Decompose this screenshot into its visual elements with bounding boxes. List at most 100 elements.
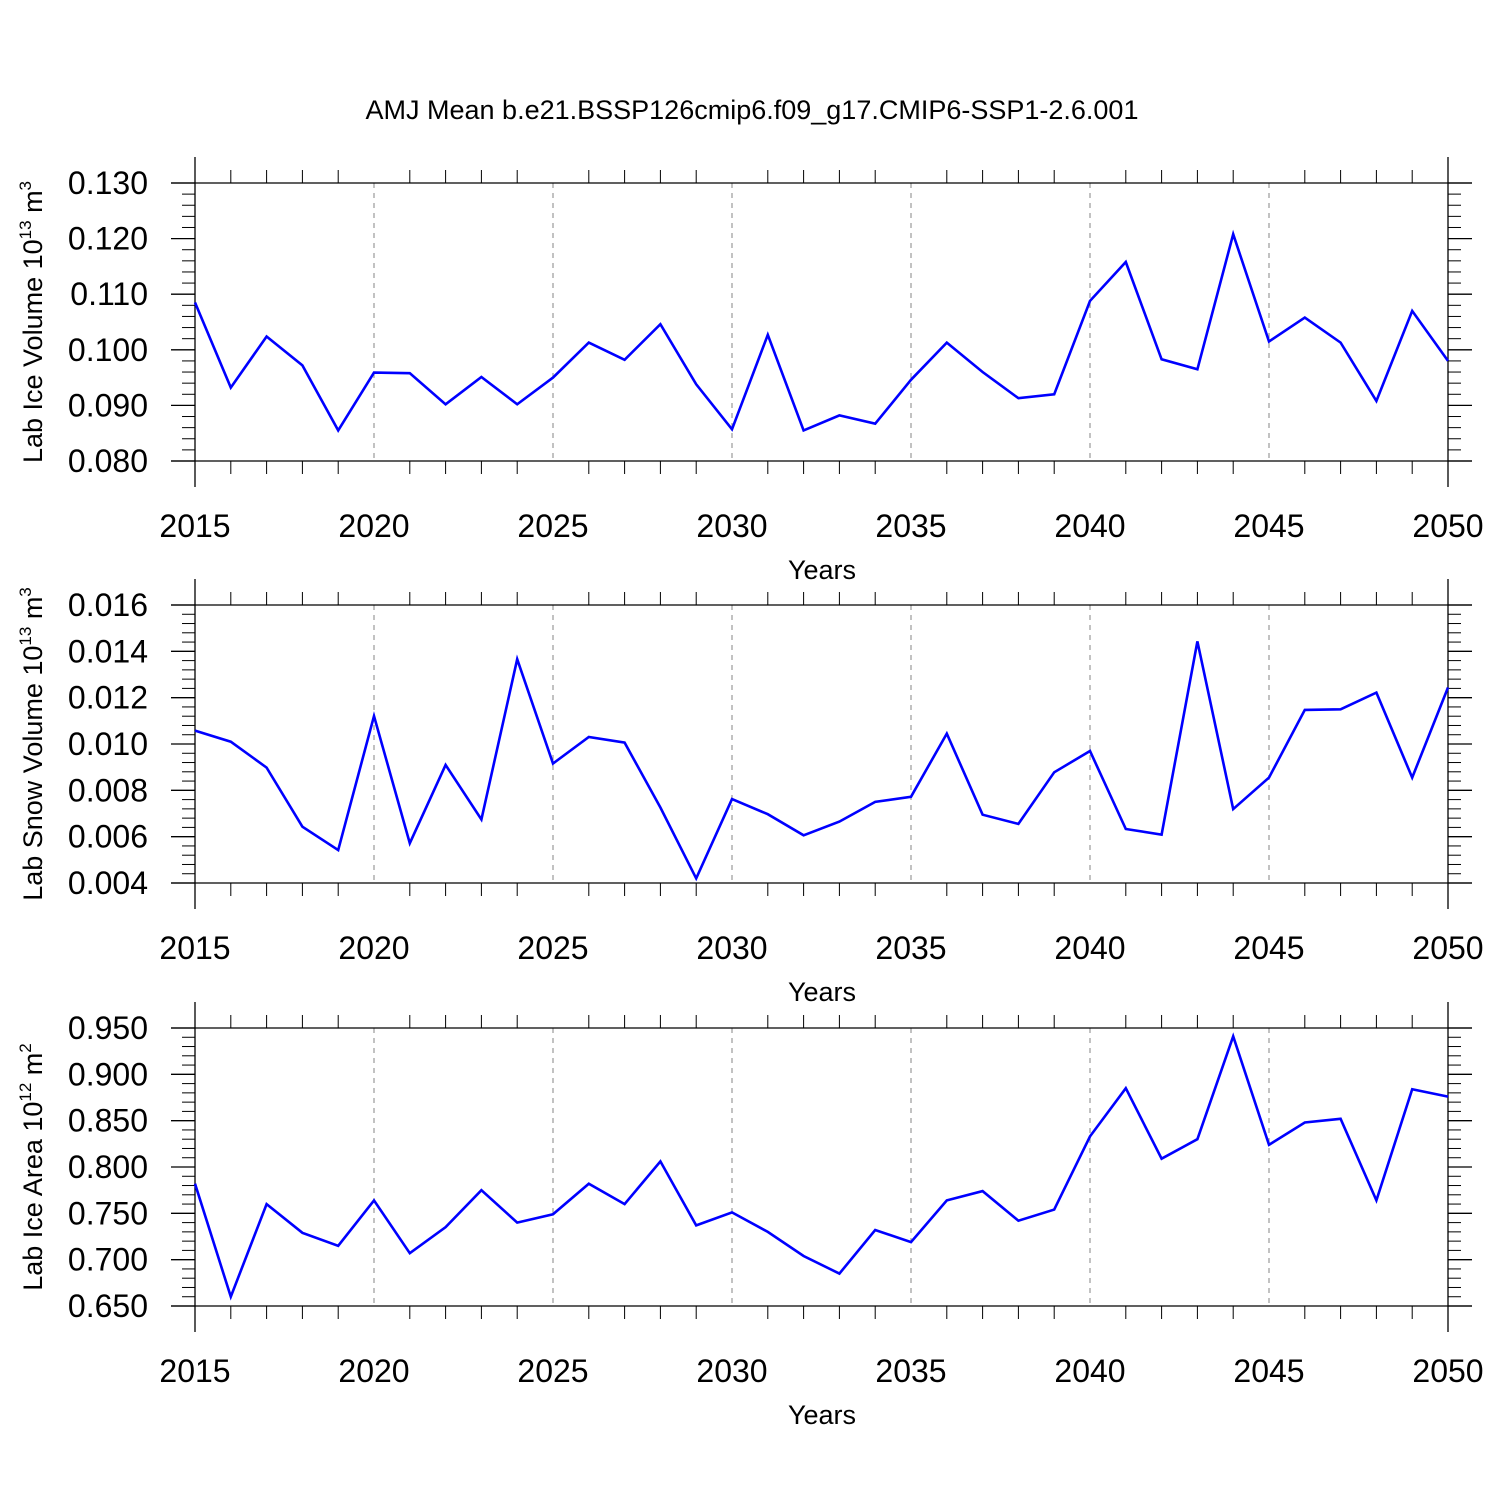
chart-panel-1: 0.080 0.090 0.100 0.110 0.120 0.130 2015 2020 20… xyxy=(16,157,1484,585)
data-point xyxy=(194,729,196,731)
series-line xyxy=(193,1032,1449,1301)
data-point xyxy=(946,341,948,343)
data-point xyxy=(1160,1157,1162,1159)
data-point xyxy=(1196,1138,1198,1140)
data-point xyxy=(1089,1135,1091,1137)
data-point xyxy=(1017,823,1019,825)
x-tick-label: 2015 xyxy=(159,1353,230,1389)
data-point xyxy=(767,334,769,336)
data-point xyxy=(1232,1035,1234,1037)
chart-title: AMJ Mean b.e21.BSSP126cmip6.f09_g17.CMIP… xyxy=(366,95,1139,125)
x-tick-label: 2040 xyxy=(1054,508,1125,544)
data-point xyxy=(623,1203,625,1205)
data-point xyxy=(230,386,232,388)
data-point xyxy=(695,877,697,879)
data-point xyxy=(874,423,876,425)
y-tick-label: 0.080 xyxy=(68,443,148,479)
data-point xyxy=(194,1182,196,1184)
data-point xyxy=(1339,708,1341,710)
x-tick-label: 2025 xyxy=(517,1353,588,1389)
data-point xyxy=(301,826,303,828)
data-point xyxy=(1304,316,1306,318)
x-axis-label: Years xyxy=(788,555,856,585)
y-tick-label: 0.100 xyxy=(68,332,148,368)
data-point xyxy=(301,364,303,366)
y-tick-label: 0.006 xyxy=(68,819,148,855)
data-point xyxy=(516,403,518,405)
data-point xyxy=(1304,709,1306,711)
data-point xyxy=(1375,691,1377,693)
data-point xyxy=(731,798,733,800)
data-point xyxy=(1089,750,1091,752)
data-point xyxy=(480,376,482,378)
x-tick-label: 2040 xyxy=(1054,1353,1125,1389)
data-point xyxy=(623,741,625,743)
data-point xyxy=(1339,1118,1341,1120)
data-point xyxy=(1053,393,1055,395)
x-tick-label: 2045 xyxy=(1233,1353,1304,1389)
data-point xyxy=(946,1199,948,1201)
data-point xyxy=(373,715,375,717)
y-tick-label: 0.900 xyxy=(68,1056,148,1092)
data-point xyxy=(1304,1121,1306,1123)
data-point xyxy=(981,813,983,815)
data-point xyxy=(1268,1144,1270,1146)
data-point xyxy=(1268,776,1270,778)
x-tick-label: 2050 xyxy=(1412,930,1483,966)
y-tick-label: 0.010 xyxy=(68,726,148,762)
data-point xyxy=(194,301,196,303)
data-point xyxy=(588,1182,590,1184)
data-point xyxy=(265,1203,267,1205)
data-point xyxy=(1053,771,1055,773)
data-point xyxy=(1196,640,1198,642)
y-tick-label: 0.004 xyxy=(68,865,148,901)
data-point xyxy=(444,764,446,766)
x-tick-label: 2045 xyxy=(1233,508,1304,544)
x-tick-label: 2020 xyxy=(338,508,409,544)
data-point xyxy=(1411,310,1413,312)
x-axis-label: Years xyxy=(788,977,856,1007)
data-point xyxy=(337,1245,339,1247)
x-axis-label: Years xyxy=(788,1400,856,1430)
data-point xyxy=(731,1211,733,1213)
data-point xyxy=(946,732,948,734)
data-point xyxy=(767,1231,769,1233)
data-point xyxy=(874,801,876,803)
data-point xyxy=(1411,1088,1413,1090)
data-point xyxy=(516,658,518,660)
data-point xyxy=(910,379,912,381)
data-point xyxy=(659,323,661,325)
x-tick-label: 2050 xyxy=(1412,1353,1483,1389)
data-point xyxy=(480,818,482,820)
x-tick-label: 2025 xyxy=(517,508,588,544)
data-point xyxy=(731,428,733,430)
data-point xyxy=(1232,808,1234,810)
data-point xyxy=(1268,340,1270,342)
data-point xyxy=(695,1224,697,1226)
data-point xyxy=(444,403,446,405)
data-point xyxy=(1089,300,1091,302)
y-tick-label: 0.650 xyxy=(68,1288,148,1324)
x-tick-label: 2035 xyxy=(875,1353,946,1389)
x-tick-label: 2035 xyxy=(875,930,946,966)
data-point xyxy=(1447,686,1449,688)
x-tick-label: 2050 xyxy=(1412,508,1483,544)
data-point xyxy=(1196,368,1198,370)
y-tick-label: 0.850 xyxy=(68,1103,148,1139)
data-point xyxy=(409,842,411,844)
x-tick-label: 2035 xyxy=(875,508,946,544)
data-point xyxy=(1017,397,1019,399)
y-tick-label: 0.700 xyxy=(68,1242,148,1278)
y-tick-label: 0.950 xyxy=(68,1010,148,1046)
data-point xyxy=(552,376,554,378)
data-point xyxy=(552,762,554,764)
data-point xyxy=(230,740,232,742)
data-point xyxy=(265,766,267,768)
data-point xyxy=(444,1226,446,1228)
data-point xyxy=(265,335,267,337)
x-tick-label: 2045 xyxy=(1233,930,1304,966)
y-tick-label: 0.130 xyxy=(68,165,148,201)
chart-panel-3: 0.650 0.700 0.750 0.800 0.850 0.900 0.950 2015 2… xyxy=(16,1002,1484,1430)
data-point xyxy=(695,383,697,385)
x-tick-label: 2020 xyxy=(338,930,409,966)
